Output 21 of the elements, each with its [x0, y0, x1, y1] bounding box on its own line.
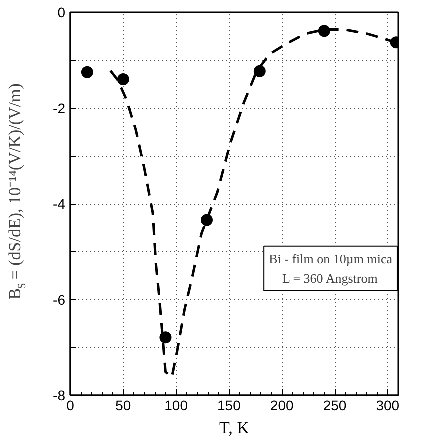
x-axis-title: T, K: [220, 418, 250, 438]
point: [160, 332, 172, 344]
y-tick-label: 0: [58, 4, 66, 20]
point: [254, 65, 266, 78]
x-tick-label: 100: [164, 398, 188, 414]
x-tick-label: 50: [116, 398, 132, 414]
x-tick-label: 150: [218, 398, 242, 414]
x-tick-label: 250: [323, 398, 347, 414]
annotation: L = 360 Angstrom: [282, 270, 378, 286]
point: [200, 214, 213, 226]
y-axis-title: BS = (dS/dE), 10⁻¹⁴(V/K)/(V/m): [6, 84, 28, 300]
y-tick-label: -2: [53, 100, 66, 116]
point: [318, 25, 330, 38]
y-tick-label: -4: [53, 196, 66, 212]
y-tick-label: -8: [53, 388, 66, 404]
x-tick-label: 300: [376, 398, 400, 414]
annotation: Bi - film on 10µm mica: [269, 251, 393, 266]
point: [117, 74, 130, 86]
x-tick-label: 200: [270, 398, 294, 414]
y-tick-label: -6: [53, 292, 66, 308]
point: [81, 66, 94, 78]
